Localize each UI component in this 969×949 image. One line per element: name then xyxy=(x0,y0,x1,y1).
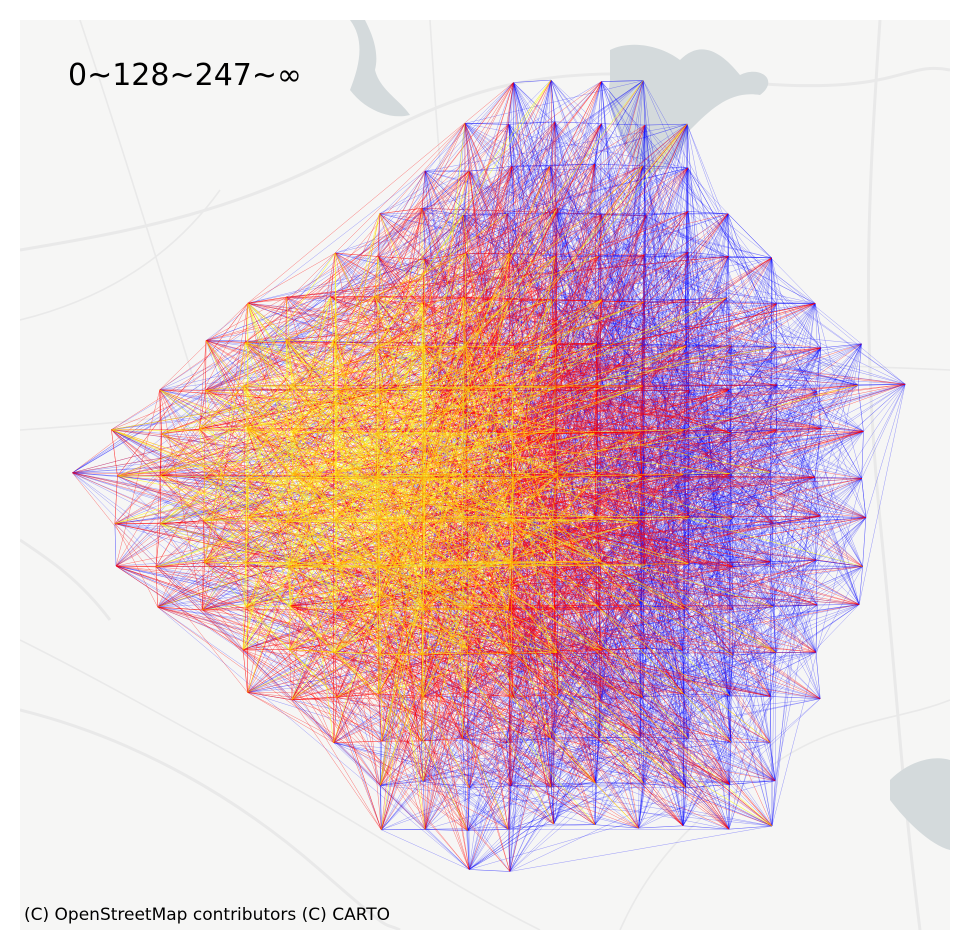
map-attribution: (C) OpenStreetMap contributors (C) CARTO xyxy=(24,905,391,925)
od-flow-layer xyxy=(72,79,906,872)
road-line xyxy=(20,66,950,252)
reservoir-water xyxy=(609,44,769,173)
road-line xyxy=(79,20,201,401)
lake-water xyxy=(890,758,950,850)
map-canvas[interactable] xyxy=(20,20,950,930)
road-line xyxy=(619,699,950,930)
road-line xyxy=(20,708,401,930)
flow-map-svg xyxy=(20,20,950,930)
basemap-layer xyxy=(20,20,950,930)
road-line xyxy=(20,639,541,930)
river-water xyxy=(350,20,410,117)
road-line xyxy=(20,538,112,621)
legend-title: 0~128~247~∞ xyxy=(68,58,303,93)
road-line xyxy=(20,189,221,321)
flow-lines-high xyxy=(111,79,863,831)
